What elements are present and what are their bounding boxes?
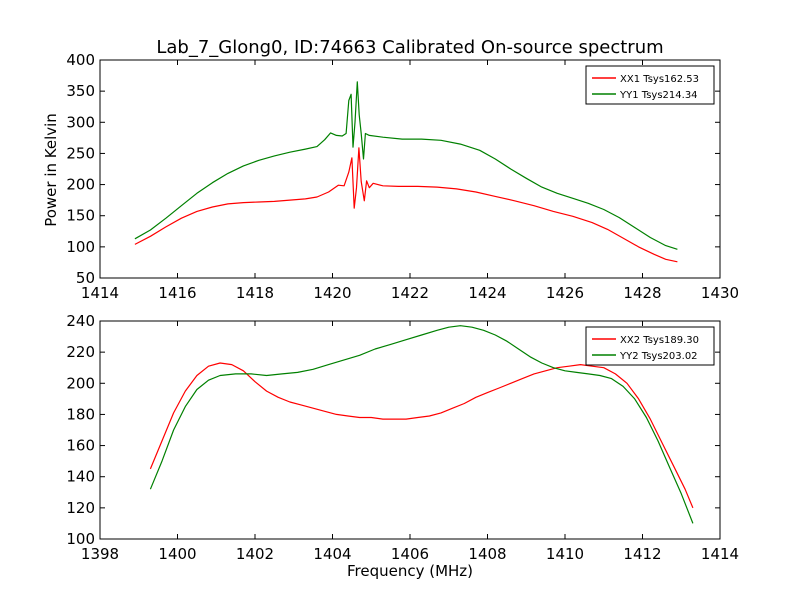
top-spectrum-panel: 1414 1416 1418 1420 1422 1424 1426 1428 1430 50 10… xyxy=(66,51,739,302)
bottom-y-tick-label: 120 xyxy=(66,499,95,517)
bottom-y-tick-label: 100 xyxy=(66,530,95,548)
top-y-tick-label: 300 xyxy=(66,113,95,131)
top-x-tick-label: 1414 xyxy=(81,284,119,302)
bottom-legend-box xyxy=(585,326,715,366)
bottom-x-axis-label: Frequency (MHz) xyxy=(347,562,473,580)
top-x-tick-label: 1418 xyxy=(236,284,274,302)
bottom-series-line-2 xyxy=(149,325,694,524)
bottom-y-tick-label: 200 xyxy=(66,374,95,392)
bottom-x-tick-label: 1402 xyxy=(236,545,274,563)
top-y-tick-label: 100 xyxy=(66,238,95,256)
top-series-line-1 xyxy=(134,147,678,263)
top-x-tick-label: 1422 xyxy=(391,284,429,302)
bottom-y-tick-label: 160 xyxy=(66,437,95,455)
bottom-y-tick-label: 220 xyxy=(66,343,95,361)
top-x-tick-label: 1424 xyxy=(468,284,506,302)
bottom-legend-label-2: YY2 Tsys203.02 xyxy=(619,351,698,362)
top-y-tick-label: 350 xyxy=(66,82,95,100)
top-y-tick-label: 250 xyxy=(66,144,95,162)
top-series-line-2 xyxy=(134,81,678,250)
top-x-tick-label: 1428 xyxy=(623,284,661,302)
top-x-tick-label: 1416 xyxy=(158,284,196,302)
top-legend-label-2: YY1 Tsys214.34 xyxy=(619,90,698,101)
top-y-tick-label: 150 xyxy=(66,207,95,225)
bottom-x-tick-label: 1398 xyxy=(81,545,119,563)
top-x-tick-label: 1426 xyxy=(546,284,584,302)
bottom-x-tick-label: 1404 xyxy=(313,545,351,563)
top-x-tick-label: 1430 xyxy=(701,284,739,302)
bottom-spectrum-panel: 1398 1400 1402 1404 1406 1408 1410 1412 1414 100 1… xyxy=(66,312,739,563)
bottom-series-line-1 xyxy=(149,362,694,509)
top-y-axis-label: Power in Kelvin xyxy=(42,113,60,227)
bottom-x-tick-label: 1400 xyxy=(158,545,196,563)
chart-title: Lab_7_Glong0, ID:74663 Calibrated On-sou… xyxy=(156,37,663,58)
top-y-tick-label: 200 xyxy=(66,176,95,194)
bottom-legend-label-1: XX2 Tsys189.30 xyxy=(620,335,699,346)
bottom-y-tick-label: 180 xyxy=(66,405,95,423)
bottom-y-tick-label: 240 xyxy=(66,312,95,330)
top-y-tick-label: 400 xyxy=(66,51,95,69)
top-legend-label-1: XX1 Tsys162.53 xyxy=(620,74,699,85)
bottom-x-tick-label: 1410 xyxy=(546,545,584,563)
bottom-x-tick-label: 1414 xyxy=(701,545,739,563)
bottom-x-tick-label: 1408 xyxy=(468,545,506,563)
top-x-tick-label: 1420 xyxy=(313,284,351,302)
top-y-tick-label: 50 xyxy=(76,269,95,287)
top-legend-box xyxy=(585,65,715,105)
bottom-x-tick-label: 1406 xyxy=(391,545,429,563)
bottom-x-tick-label: 1412 xyxy=(623,545,661,563)
bottom-y-tick-label: 140 xyxy=(66,468,95,486)
